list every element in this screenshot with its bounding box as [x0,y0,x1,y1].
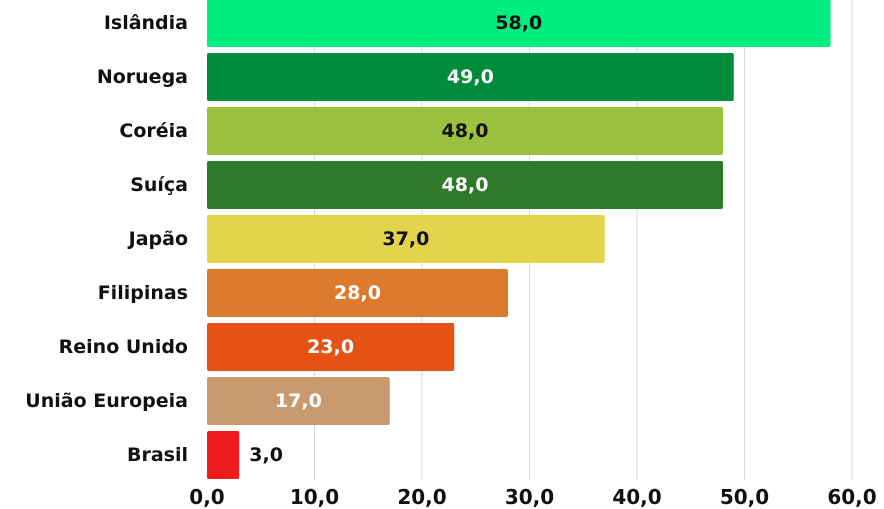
bar-1 [207,53,734,101]
data-label-6: 23,0 [307,336,354,358]
bar-7 [207,377,390,425]
category-label-0: Islândia [104,12,188,34]
bar-2 [207,107,723,155]
x-tick-label-0: 0,0 [189,485,224,509]
bar-8 [207,431,240,479]
x-tick-label-4: 40,0 [612,485,661,509]
category-label-5: Filipinas [98,282,188,304]
bar-0 [207,0,831,47]
value-labels: 58,0 49,0 48,0 48,0 37,0 28,0 23,0 17,0 3,0 [249,12,542,466]
data-label-3: 48,0 [442,174,489,196]
x-tick-label-1: 10,0 [290,485,339,509]
x-tick-label-6: 60,0 [827,485,876,509]
bar-6 [207,323,455,371]
x-tick-label-2: 20,0 [397,485,446,509]
x-axis-tick-labels: 0,0 10,0 20,0 30,0 40,0 50,0 60,0 [189,485,876,509]
bar-4 [207,215,605,263]
data-label-1: 49,0 [447,66,494,88]
data-label-2: 48,0 [442,120,489,142]
category-label-2: Coréia [119,120,188,142]
category-label-6: Reino Unido [59,336,188,358]
category-label-7: União Europeia [25,390,188,412]
category-label-4: Japão [127,228,188,250]
x-tick-label-3: 30,0 [505,485,554,509]
category-labels: Islândia Noruega Coréia Suíça Japão Filipinas… [25,12,188,466]
data-label-7: 17,0 [275,390,322,412]
bar-5 [207,269,508,317]
data-label-8: 3,0 [249,444,283,466]
data-label-4: 37,0 [382,228,429,250]
category-label-1: Noruega [97,66,188,88]
bar-3 [207,161,723,209]
data-label-5: 28,0 [334,282,381,304]
category-label-8: Brasil [127,444,188,466]
bars [207,0,831,479]
x-tick-label-5: 50,0 [720,485,769,509]
category-label-3: Suíça [130,174,188,196]
data-label-0: 58,0 [495,12,542,34]
